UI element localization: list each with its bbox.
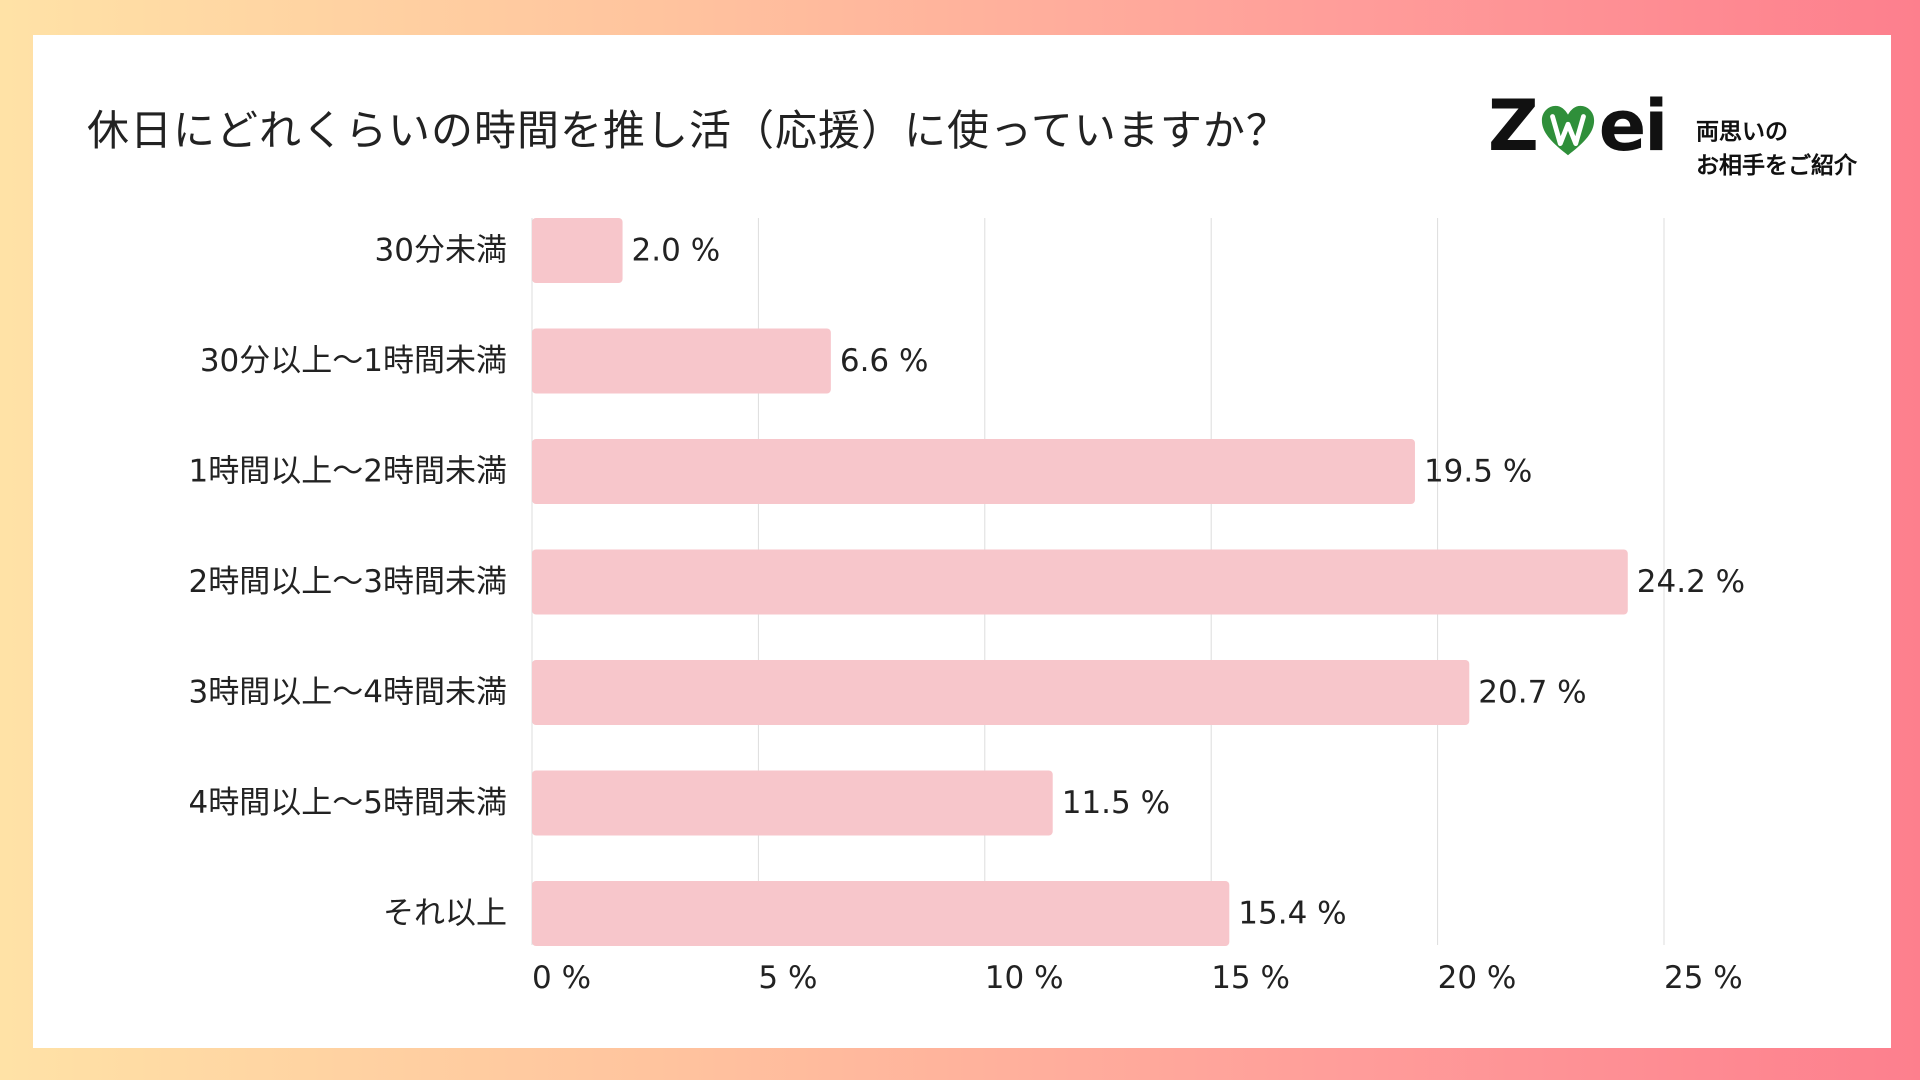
x-tick-label: 10 %: [985, 960, 1064, 996]
category-label: 4時間以上～5時間未満: [189, 785, 507, 821]
bar-chart: 30分未満 2.0 % 30分以上～1時間未満 6.6 % 1時間以上～2時間未満 19.…: [189, 218, 1745, 996]
category-label: 30分以上～1時間未満: [200, 343, 507, 379]
x-tick-label: 15 %: [1211, 960, 1290, 996]
value-label: 20.7 %: [1478, 675, 1586, 711]
value-label: 15.4 %: [1238, 896, 1346, 932]
heart-icon: [1541, 105, 1594, 156]
chart-title: 休日にどれくらいの時間を推し活（応援）に使っていますか？: [87, 106, 1289, 155]
bar: [532, 881, 1230, 946]
x-tick-label: 0 %: [532, 960, 591, 996]
value-label: 2.0 %: [632, 233, 721, 269]
value-label: 11.5 %: [1062, 785, 1170, 821]
x-tick-label: 25 %: [1664, 960, 1743, 996]
bar: [532, 549, 1628, 615]
category-label: 1時間以上～2時間未満: [189, 454, 507, 490]
category-label: 30分未満: [375, 233, 507, 269]
logo-wordmark: Z ei: [1488, 85, 1668, 167]
bar: [532, 218, 623, 283]
category-label: 2時間以上～3時間未満: [189, 564, 507, 600]
bar: [532, 439, 1415, 504]
x-tick-label: 20 %: [1438, 960, 1517, 996]
category-label: 3時間以上～4時間未満: [189, 675, 507, 711]
bar: [532, 770, 1053, 836]
value-label: 6.6 %: [840, 343, 929, 379]
category-label: それ以上: [383, 896, 507, 932]
value-label: 19.5 %: [1424, 454, 1532, 490]
bar: [532, 328, 831, 394]
logo-tagline: 両思いの お相手をご紹介: [1696, 115, 1857, 183]
zwei-logo: Z ei 両思いの お相手をご紹介: [1488, 75, 1878, 185]
logo-tagline-line1: 両思いの: [1696, 118, 1788, 145]
bar: [532, 660, 1470, 725]
logo-word-left: Z: [1488, 85, 1539, 167]
chart-card: 休日にどれくらいの時間を推し活（応援）に使っていますか？ Z ei 両思いの お…: [33, 35, 1891, 1048]
x-tick-label: 5 %: [758, 960, 817, 996]
logo-tagline-line2: お相手をご紹介: [1696, 152, 1857, 179]
value-label: 24.2 %: [1637, 564, 1745, 600]
logo-word-right: ei: [1598, 85, 1668, 167]
